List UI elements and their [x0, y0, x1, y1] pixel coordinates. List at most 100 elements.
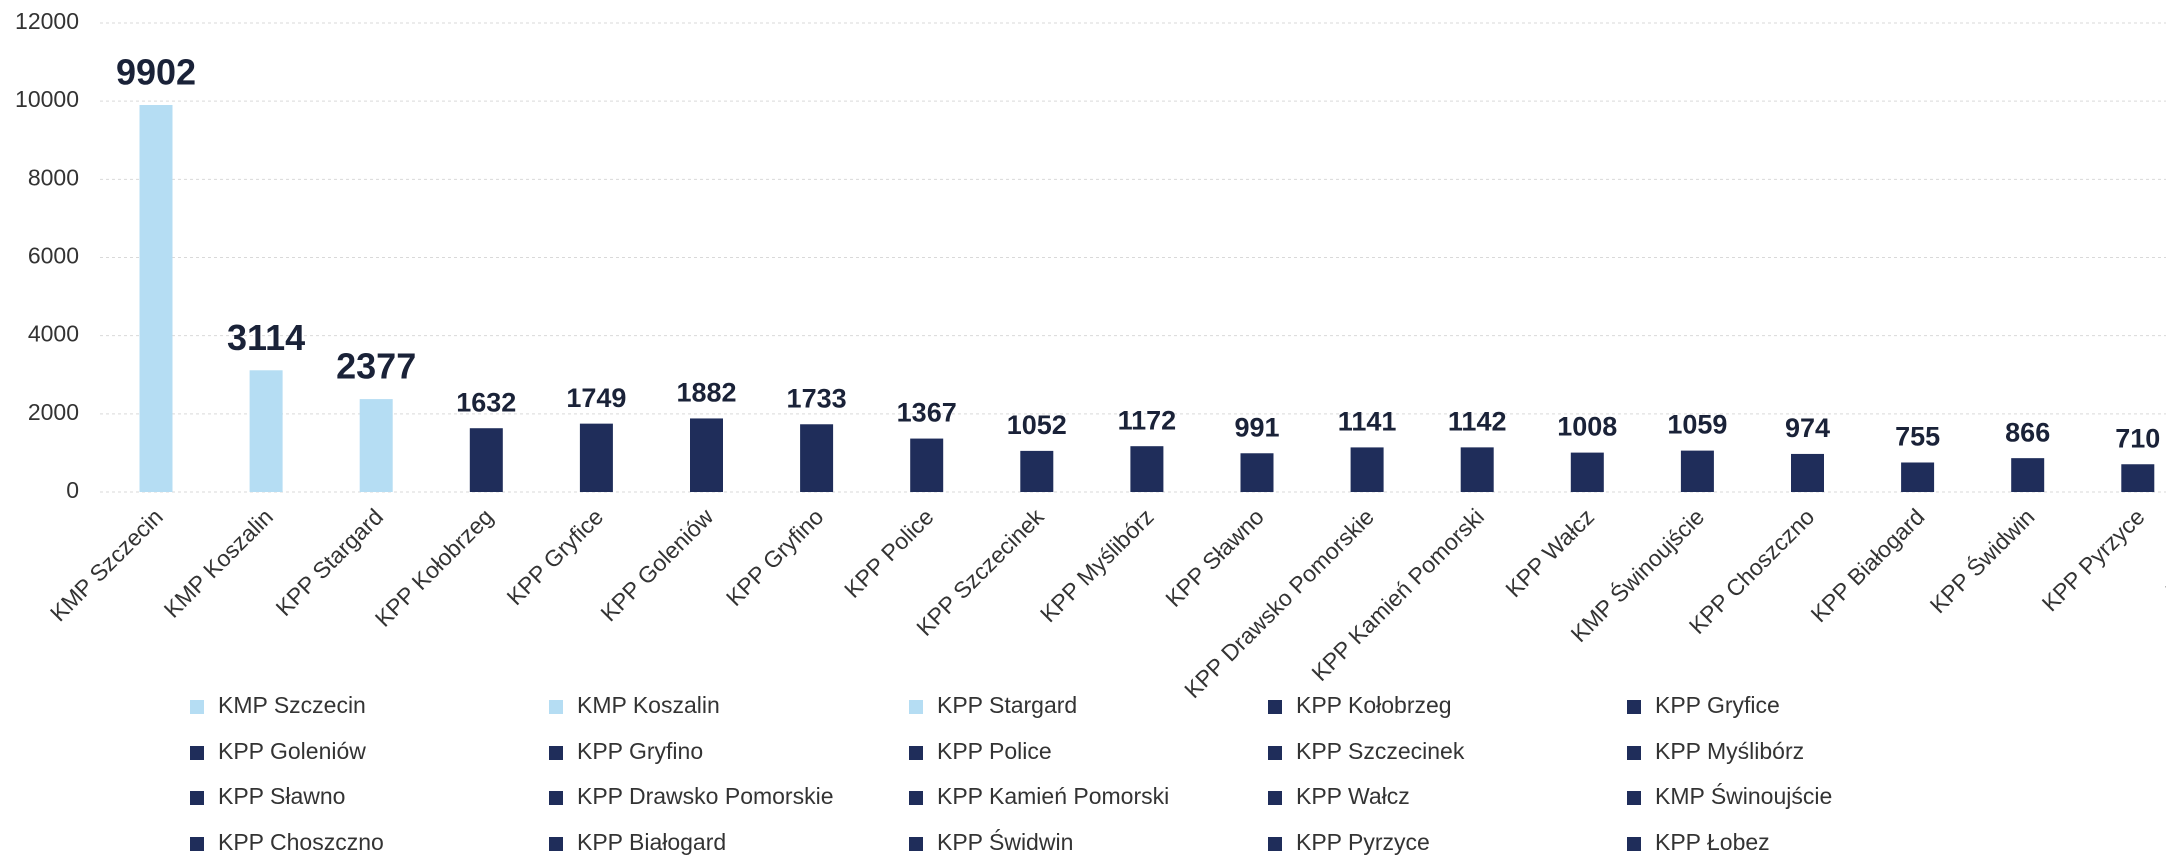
legend-label: KPP Świdwin [937, 828, 1073, 855]
bar [579, 423, 613, 492]
bar [1460, 447, 1494, 492]
x-tick-label: KPP Kołobrzeg [370, 503, 498, 631]
y-tick-label: 6000 [28, 243, 79, 269]
legend-label: KPP Wałcz [1296, 783, 1410, 809]
x-tick-label: KPP Gryfice [502, 503, 609, 610]
bar [1791, 453, 1824, 492]
legend-swatch [909, 791, 923, 805]
legend-label: KPP Gryfino [577, 738, 703, 764]
legend-label: KPP Gryfice [1655, 692, 1780, 718]
legend-label: KPP Myślibórz [1655, 738, 1804, 764]
x-tick-label: KPP Świdwin [1924, 503, 2040, 619]
legend-swatch [549, 791, 563, 805]
data-label: 3114 [227, 317, 305, 358]
legend-label: KPP Goleniów [218, 738, 366, 764]
x-tick-label: KPP Police [839, 503, 938, 602]
x-tick-label: KPP Białogard [1806, 503, 1930, 627]
x-tick-label: KMP Koszalin [159, 503, 278, 622]
legend-swatch [1268, 746, 1282, 760]
y-tick-label: 8000 [28, 164, 79, 190]
legend-swatch [1268, 837, 1282, 851]
legend-label: KMP Koszalin [577, 692, 720, 718]
data-label: 1141 [1338, 407, 1397, 437]
bar [1130, 446, 1164, 492]
data-label: 1052 [1007, 410, 1067, 440]
legend-swatch [1268, 700, 1282, 714]
data-label: 1142 [1448, 406, 1507, 436]
data-label: 974 [1785, 413, 1830, 443]
legend-label: KPP Kamień Pomorski [937, 783, 1169, 809]
y-tick-label: 12000 [15, 8, 79, 34]
legend-swatch [1627, 837, 1641, 851]
y-tick-label: 2000 [28, 399, 79, 425]
data-label: 1367 [897, 398, 957, 428]
bar [139, 104, 173, 493]
data-label: 991 [1234, 412, 1279, 442]
bar [249, 370, 283, 492]
bar [2121, 464, 2155, 492]
legend-label: KPP Białogard [577, 829, 726, 855]
data-label: 710 [2115, 423, 2160, 453]
x-tick-label: KPP Wałcz [1500, 503, 1599, 602]
y-tick-label: 0 [66, 477, 79, 503]
legend-label: KPP Szczecinek [1296, 738, 1465, 764]
x-tick-label: KPP Drawsko Pomorskie [1179, 503, 1379, 703]
data-label: 1749 [566, 383, 626, 413]
x-tick-label: KPP Sławno [1160, 503, 1268, 611]
legend-swatch [549, 837, 563, 851]
data-label: 1008 [1557, 412, 1617, 442]
bar [1901, 462, 1935, 492]
data-label: 9902 [116, 52, 196, 93]
x-tick-label: KPP Łobez [2160, 503, 2166, 602]
bar [1680, 450, 1714, 492]
data-label: 866 [2005, 417, 2050, 447]
data-label: 1059 [1667, 410, 1727, 440]
bar [690, 418, 723, 492]
legend-label: KPP Police [937, 738, 1052, 764]
legend-label: KMP Szczecin [218, 692, 366, 718]
y-tick-label: 4000 [28, 321, 79, 347]
bar [469, 428, 503, 492]
x-tick-label: KPP Stargard [270, 503, 388, 621]
data-label: 2377 [336, 346, 416, 387]
data-label: 1172 [1118, 405, 1177, 435]
x-tick-label: KPP Myślibórz [1035, 503, 1159, 627]
bar [1570, 452, 1604, 492]
data-label: 1632 [456, 387, 516, 417]
legend-swatch [190, 837, 204, 851]
legend-swatch [909, 746, 923, 760]
legend-swatch [1627, 700, 1641, 714]
legend-swatch [549, 746, 563, 760]
legend-label: KPP Stargard [937, 692, 1077, 718]
x-tick-label: KPP Pyrzyce [2037, 503, 2150, 616]
legend-label: KMP Świnoujście [1655, 782, 1832, 809]
legend-swatch [909, 700, 923, 714]
legend-label: KPP Kołobrzeg [1296, 692, 1452, 718]
x-tick-label: KPP Gryfino [721, 503, 829, 611]
bar [910, 438, 944, 492]
legend-swatch [1268, 791, 1282, 805]
y-tick-label: 10000 [15, 86, 79, 112]
legend-label: KPP Łobez [1655, 829, 1770, 855]
bar [1020, 450, 1054, 492]
legend-swatch [190, 700, 204, 714]
legend-swatch [1627, 791, 1641, 805]
data-label: 1882 [676, 378, 736, 408]
x-tick-label: KPP Goleniów [595, 503, 718, 626]
legend-swatch [549, 700, 563, 714]
legend-label: KPP Choszczno [218, 829, 384, 855]
legend-label: KPP Sławno [218, 783, 345, 809]
legend-label: KPP Drawsko Pomorskie [577, 783, 834, 809]
bar [800, 424, 834, 492]
data-label: 755 [1895, 422, 1940, 452]
data-label: 1733 [787, 383, 847, 413]
bar [1240, 453, 1274, 492]
legend-swatch [190, 746, 204, 760]
legend-swatch [190, 791, 204, 805]
legend-swatch [1627, 746, 1641, 760]
x-tick-label: KMP Szczecin [45, 503, 168, 626]
legend-label: KPP Pyrzyce [1296, 829, 1430, 855]
bar [359, 399, 393, 492]
bar [1350, 447, 1384, 492]
